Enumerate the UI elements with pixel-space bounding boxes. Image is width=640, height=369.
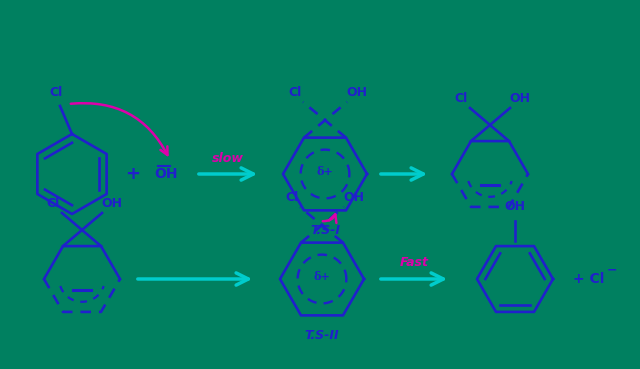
Text: Cl: Cl [285, 191, 299, 204]
Text: OH: OH [154, 167, 178, 181]
Text: OH: OH [509, 92, 531, 105]
Text: δ+: δ+ [317, 166, 333, 176]
Text: +: + [125, 165, 141, 183]
Text: −: − [607, 263, 618, 276]
Text: Cl: Cl [454, 92, 468, 105]
FancyArrowPatch shape [323, 214, 337, 223]
Text: OH: OH [102, 197, 122, 210]
Text: OH: OH [504, 200, 525, 213]
Text: T.S-I: T.S-I [310, 224, 340, 237]
FancyArrowPatch shape [71, 103, 168, 155]
Text: Cl: Cl [46, 197, 60, 210]
Text: slow: slow [212, 152, 244, 165]
Text: Cl: Cl [289, 86, 301, 99]
Text: T.S-II: T.S-II [305, 329, 339, 342]
Text: OH: OH [344, 191, 365, 204]
Text: + Cl: + Cl [573, 272, 604, 286]
Text: Cl: Cl [49, 86, 63, 99]
Text: OH: OH [346, 86, 367, 99]
Text: Fast: Fast [399, 256, 429, 269]
Text: δ+: δ+ [314, 270, 330, 282]
